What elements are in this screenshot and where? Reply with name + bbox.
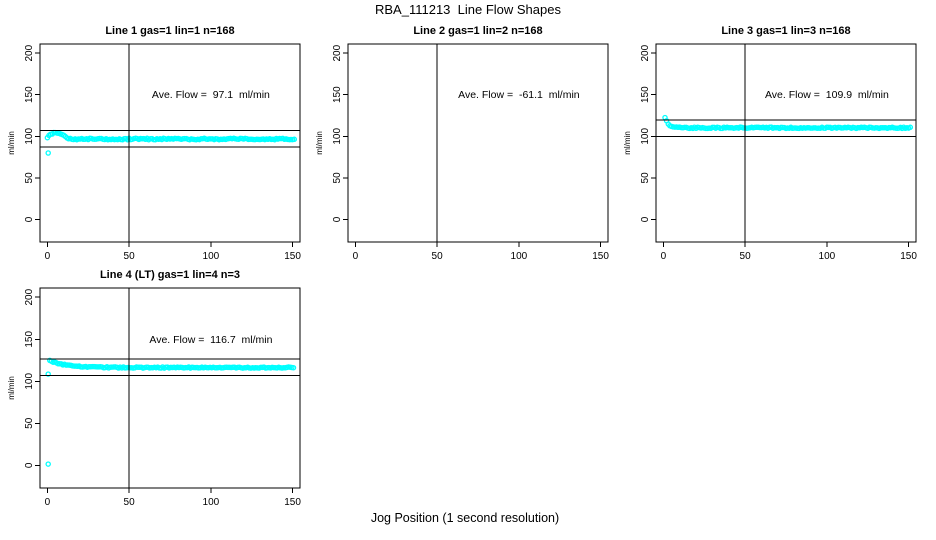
y-tick-label: 200	[332, 44, 343, 61]
panel-3-title: Line 3 gas=1 lin=3 n=168	[721, 25, 851, 37]
x-tick-label: 0	[661, 251, 667, 262]
x-tick-label: 0	[353, 251, 359, 262]
panel-1-title: Line 1 gas=1 lin=1 n=168	[105, 25, 235, 37]
x-tick-label: 150	[284, 251, 301, 262]
ave-flow-label: Ave. Flow = 97.1 ml/min	[152, 89, 270, 101]
y-tick-label: 150	[24, 331, 35, 348]
y-axis-unit-label: ml/min	[7, 376, 16, 400]
outlier-point	[45, 461, 51, 467]
ave-flow-label: Ave. Flow = 116.7 ml/min	[149, 334, 272, 346]
x-tick-label: 50	[124, 251, 136, 262]
panel-2-title: Line 2 gas=1 lin=2 n=168	[413, 25, 543, 37]
plot-box	[39, 43, 301, 243]
ave-flow-label: Ave. Flow = 109.9 ml/min	[765, 89, 889, 101]
x-tick-label: 100	[511, 251, 528, 262]
x-tick-label: 100	[819, 251, 836, 262]
y-tick-label: 150	[24, 86, 35, 103]
y-tick-label: 50	[24, 172, 35, 184]
y-tick-label: 150	[332, 86, 343, 103]
x-tick-label: 150	[284, 497, 301, 508]
x-tick-label: 150	[900, 251, 917, 262]
y-tick-label: 100	[24, 128, 35, 145]
y-tick-label: 100	[332, 128, 343, 145]
y-tick-label: 0	[332, 216, 343, 222]
outlier-point	[45, 371, 51, 377]
y-tick-label: 200	[24, 288, 35, 305]
x-tick-label: 100	[203, 251, 220, 262]
y-tick-label: 50	[24, 417, 35, 429]
y-tick-label: 50	[640, 172, 651, 184]
outlier-point	[45, 150, 51, 156]
x-tick-label: 50	[124, 497, 136, 508]
x-tick-label: 50	[432, 251, 444, 262]
panel-1: 0 50 100 150 0 50 100 150 200 ml/min Ave. Flow = 9…	[7, 43, 301, 262]
plot-box	[655, 43, 917, 243]
y-tick-label: 100	[640, 128, 651, 145]
y-axis-unit-label: ml/min	[623, 131, 632, 155]
ave-flow-label: Ave. Flow = -61.1 ml/min	[458, 89, 580, 101]
y-tick-label: 150	[640, 86, 651, 103]
y-tick-label: 0	[640, 216, 651, 222]
panel-4: 0 50 100 150 0 50 100 150 200 ml/min Ave. Flow = 1…	[7, 287, 301, 508]
panel-2: 0 50 100 150 0 50 100 150 200 ml/min Ave. Flow = -…	[315, 43, 609, 262]
y-tick-label: 100	[24, 373, 35, 390]
plot-box	[39, 287, 301, 489]
y-tick-label: 0	[24, 216, 35, 222]
panel-3: 0 50 100 150 0 50 100 150 200 ml/min Ave. Flow = 1…	[623, 43, 917, 262]
y-axis-unit-label: ml/min	[315, 131, 324, 155]
x-tick-label: 0	[45, 251, 51, 262]
plot-box	[347, 43, 609, 243]
y-tick-label: 200	[640, 44, 651, 61]
data-point	[907, 124, 914, 131]
figure-title: RBA_111213 Line Flow Shapes	[375, 2, 561, 17]
x-tick-label: 150	[592, 251, 609, 262]
data-point	[290, 364, 297, 371]
y-axis-unit-label: ml/min	[7, 131, 16, 155]
x-tick-label: 50	[740, 251, 752, 262]
y-tick-label: 0	[24, 462, 35, 468]
data-point	[291, 136, 298, 143]
panel-4-title: Line 4 (LT) gas=1 lin=4 n=3	[99, 269, 241, 281]
y-tick-label: 50	[332, 172, 343, 184]
x-tick-label: 0	[45, 497, 51, 508]
y-tick-label: 200	[24, 44, 35, 61]
x-axis-label: Jog Position (1 second resolution)	[370, 511, 560, 525]
x-tick-label: 100	[203, 497, 220, 508]
